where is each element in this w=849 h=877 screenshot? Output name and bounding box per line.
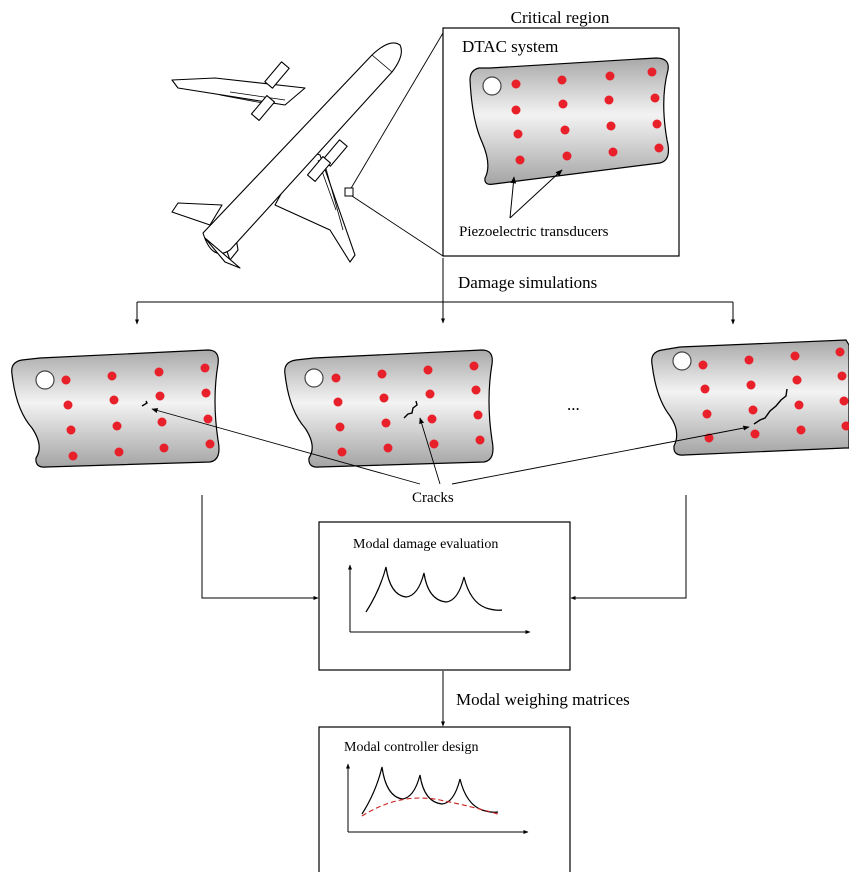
- inset-panel-hole: [483, 77, 501, 95]
- transducer-dot: [563, 152, 572, 161]
- transducer-dot: [559, 100, 568, 109]
- transducer-dot: [653, 120, 662, 129]
- transducer-dot: [201, 364, 210, 373]
- transducer-dot: [606, 72, 615, 81]
- transducer-dot: [651, 94, 660, 103]
- transducer-dot: [655, 144, 664, 153]
- transducer-dot: [206, 440, 215, 449]
- transducer-dot: [474, 411, 483, 420]
- transducer-dot: [514, 130, 523, 139]
- transducer-dot: [110, 396, 119, 405]
- transducer-dot: [113, 422, 122, 431]
- transducer-dot: [516, 156, 525, 165]
- ellipsis: ...: [567, 395, 580, 414]
- transducer-dot: [430, 440, 439, 449]
- evaluation-title: Modal damage evaluation: [353, 537, 498, 552]
- panel-hole: [305, 369, 323, 387]
- transducer-dot: [426, 390, 435, 399]
- transducer-dot: [378, 370, 387, 379]
- transducer-dot: [512, 106, 521, 115]
- inset-system-label: DTAC system: [462, 37, 558, 56]
- transducer-dot: [160, 444, 169, 453]
- controller-title: Modal controller design: [344, 740, 479, 755]
- airplane-fuselage: [203, 43, 401, 254]
- transducer-dot: [791, 352, 800, 361]
- transducer-dot: [836, 348, 845, 357]
- flow-arrow: [202, 495, 318, 598]
- transducer-dot: [156, 392, 165, 401]
- transducer-dot: [64, 401, 73, 410]
- transducer-dot: [69, 452, 78, 461]
- transducer-dot: [558, 76, 567, 85]
- transducer-dot: [338, 448, 347, 457]
- transducer-dot: [384, 444, 393, 453]
- damage-evaluation-box: Modal damage evaluation: [319, 522, 570, 670]
- transducer-dot: [747, 381, 756, 390]
- transducer-dot: [838, 372, 847, 381]
- transducer-dot: [380, 394, 389, 403]
- panel-hole: [673, 352, 691, 370]
- inset-connector-line: [352, 196, 443, 256]
- transducer-dot: [332, 374, 341, 383]
- transducer-dot: [793, 376, 802, 385]
- transducer-dot: [648, 68, 657, 77]
- transducer-dot: [607, 122, 616, 131]
- transducer-dot: [795, 401, 804, 410]
- modal-weighing-label: Modal weighing matrices: [456, 690, 630, 709]
- transducer-dot: [158, 418, 167, 427]
- critical-region-marker: [345, 188, 353, 196]
- transducer-dot: [512, 80, 521, 89]
- transducer-dot: [204, 415, 213, 424]
- airplane: [172, 43, 401, 268]
- transducer-dot: [605, 96, 614, 105]
- damage-panel-1: [12, 350, 219, 467]
- controller-design-box: Modal controller design: [319, 727, 570, 872]
- crack-pointer: [452, 427, 749, 484]
- transducer-dot: [424, 366, 433, 375]
- panel-hole: [36, 371, 54, 389]
- transducer-dot: [115, 448, 124, 457]
- transducer-dot: [382, 419, 391, 428]
- transducer-dot: [751, 430, 760, 439]
- transducer-dot: [336, 423, 345, 432]
- transducer-dot: [840, 397, 849, 406]
- transducer-dot: [470, 362, 479, 371]
- transducer-dot: [701, 385, 710, 394]
- damage-panel-2: [285, 350, 493, 467]
- transducer-dot: [703, 410, 712, 419]
- transducer-dot: [428, 415, 437, 424]
- transducer-dot: [797, 426, 806, 435]
- flow-arrow: [571, 495, 686, 598]
- transducer-label: Piezoelectric transducers: [459, 224, 609, 240]
- transducer-dot: [749, 406, 758, 415]
- transducer-dot: [472, 386, 481, 395]
- transducer-dot: [609, 148, 618, 157]
- cracks-label: Cracks: [412, 490, 454, 506]
- transducer-dot: [62, 376, 71, 385]
- transducer-dot: [745, 356, 754, 365]
- damage-simulations-label: Damage simulations: [458, 273, 597, 292]
- transducer-dot: [699, 361, 708, 370]
- transducer-dot: [476, 436, 485, 445]
- inset-title: Critical region: [511, 8, 610, 27]
- inset-panel: [470, 58, 668, 184]
- transducer-dot: [155, 368, 164, 377]
- inset-frame: Critical region DTAC system Piezoelectri…: [443, 8, 679, 256]
- transducer-dot: [67, 426, 76, 435]
- transducer-dot: [334, 398, 343, 407]
- damage-panel-3: [652, 340, 849, 455]
- transducer-dot: [108, 372, 117, 381]
- transducer-dot: [561, 126, 570, 135]
- transducer-dot: [202, 389, 211, 398]
- airplane-engine: [265, 62, 289, 88]
- airplane-left-wing: [172, 78, 305, 105]
